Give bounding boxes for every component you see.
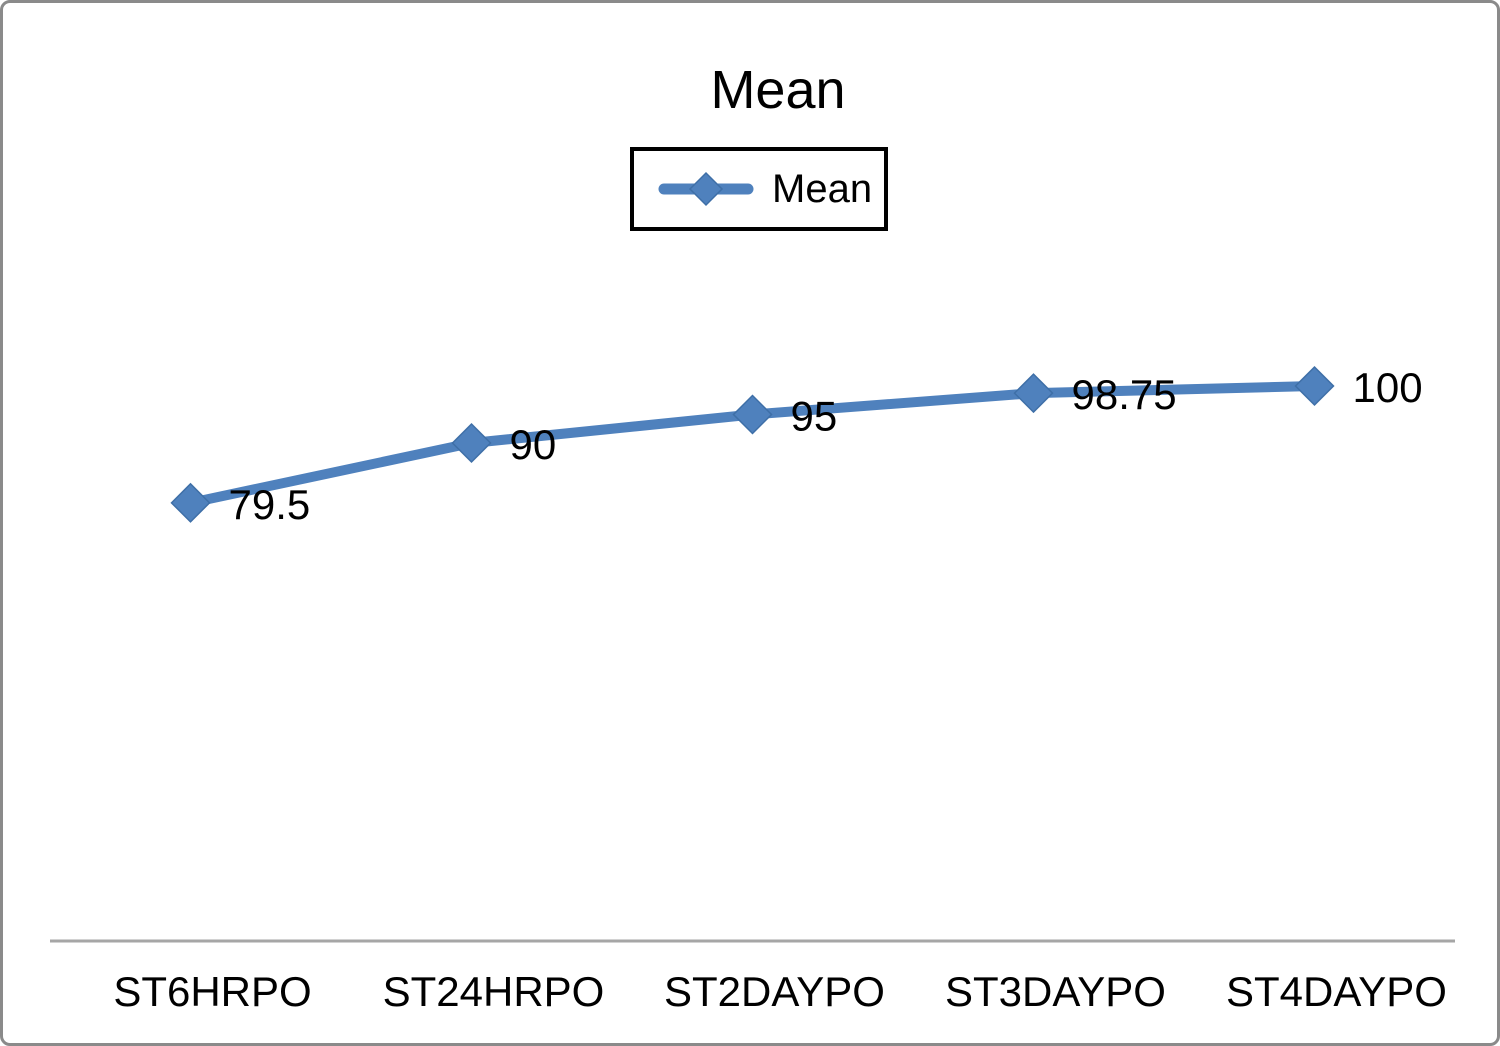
data-point-marker xyxy=(451,422,492,464)
data-point-marker xyxy=(732,394,773,435)
data-label: 90 xyxy=(510,421,557,468)
x-axis-label: ST2DAYPO xyxy=(664,968,885,1015)
data-point-marker xyxy=(170,482,211,523)
plot-area: 79.5 ST6HRPO 90 ST24HRPO 95 ST2DAYPO 98.75 ST3D… xyxy=(50,364,1455,1015)
x-axis-label: ST3DAYPO xyxy=(945,968,1166,1015)
data-point-marker xyxy=(1013,373,1054,414)
data-point-marker xyxy=(1294,365,1335,407)
legend-label: Mean xyxy=(772,166,873,211)
chart-title: Mean xyxy=(710,60,846,120)
x-axis-label: ST6HRPO xyxy=(113,968,311,1015)
legend-series-marker-icon xyxy=(658,171,754,207)
legend: Mean xyxy=(630,147,888,231)
x-axis-label: ST4DAYPO xyxy=(1226,968,1447,1015)
data-label: 100 xyxy=(1353,364,1423,411)
x-axis-label: ST24HRPO xyxy=(383,968,605,1015)
data-label: 95 xyxy=(791,393,838,440)
data-label: 98.75 xyxy=(1072,371,1177,418)
legend-diamond-icon xyxy=(688,171,724,207)
data-label: 79.5 xyxy=(229,481,311,528)
